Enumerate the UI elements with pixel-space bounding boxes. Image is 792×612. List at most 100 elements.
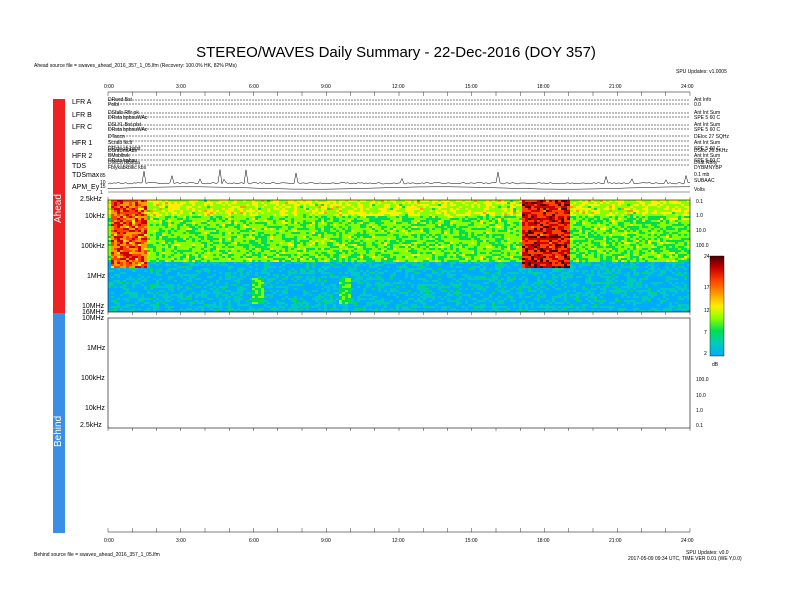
- hk-right-label: SPE 5 60 C: [694, 127, 721, 133]
- spectrogram-cell: [237, 240, 240, 242]
- hk-right-label: DYBMNYBP: [694, 165, 723, 171]
- spectrogram-cell: [279, 230, 282, 232]
- spectrogram-cell: [252, 290, 255, 292]
- spectrogram-cell: [300, 262, 303, 264]
- spectrogram-cell: [237, 212, 240, 214]
- spectrogram-cell: [222, 230, 225, 232]
- spectrogram-cell: [252, 240, 255, 242]
- spectrogram-cell: [267, 280, 270, 282]
- spectrogram-cell: [339, 214, 342, 216]
- spectrogram-cell: [339, 220, 342, 222]
- spectrogram-cell: [255, 206, 258, 208]
- spectrogram-cell: [279, 256, 282, 258]
- spectrogram-cell: [153, 248, 156, 250]
- spectrogram-cell: [114, 272, 117, 274]
- spectrogram-cell: [300, 302, 303, 304]
- spectrogram-cell: [249, 278, 252, 280]
- spectrogram-cell: [237, 228, 240, 230]
- spectrogram-cell: [258, 202, 261, 204]
- spectrogram-cell: [222, 234, 225, 236]
- spectrogram-cell: [273, 292, 276, 294]
- spectrogram-cell: [204, 226, 207, 228]
- spectrogram-cell: [243, 266, 246, 268]
- spectrogram-cell: [117, 288, 120, 290]
- spectrogram-cell: [270, 246, 273, 248]
- spectrogram-cell: [315, 214, 318, 216]
- spectrogram-cell: [267, 210, 270, 212]
- spectrogram-cell: [144, 302, 147, 304]
- spectrogram-cell: [219, 268, 222, 270]
- spectrogram-cell: [123, 228, 126, 230]
- spectrogram-cell: [117, 234, 120, 236]
- spectrogram-cell: [267, 284, 270, 286]
- spectrogram-cell: [150, 264, 153, 266]
- spectrogram-cell: [189, 302, 192, 304]
- spectrogram-cell: [315, 236, 318, 238]
- spectrogram-cell: [255, 302, 258, 304]
- spectrogram-cell: [111, 310, 114, 312]
- spectrogram-cell: [135, 206, 138, 208]
- spectrogram-cell: [150, 304, 153, 306]
- spectrogram-cell: [174, 232, 177, 234]
- spectrogram-cell: [126, 264, 129, 266]
- spectrogram-cell: [339, 204, 342, 206]
- spectrogram-cell: [336, 212, 339, 214]
- spectrogram-cell: [213, 238, 216, 240]
- spectrogram-cell: [288, 230, 291, 232]
- spectrogram-cell: [246, 252, 249, 254]
- spectrogram-cell: [309, 202, 312, 204]
- spectrogram-cell: [123, 280, 126, 282]
- spectrogram-cell: [285, 272, 288, 274]
- spectrogram-cell: [300, 236, 303, 238]
- spectrogram-cell: [159, 278, 162, 280]
- spectrogram-cell: [264, 228, 267, 230]
- spectrogram-cell: [357, 246, 360, 248]
- spectrogram-cell: [354, 298, 357, 300]
- spectrogram-cell: [360, 274, 363, 276]
- spectrogram-cell: [342, 212, 345, 214]
- spectrogram-cell: [234, 222, 237, 224]
- spectrogram-cell: [174, 310, 177, 312]
- spectrogram-cell: [237, 202, 240, 204]
- spectrogram-cell: [195, 288, 198, 290]
- spectrogram-cell: [345, 222, 348, 224]
- spectrogram-cell: [276, 226, 279, 228]
- spectrogram-cell: [342, 254, 345, 256]
- spectrogram-cell: [222, 278, 225, 280]
- spectrogram-cell: [234, 302, 237, 304]
- spectrogram-cell: [243, 244, 246, 246]
- spectrogram-cell: [144, 270, 147, 272]
- spectrogram-cell: [120, 234, 123, 236]
- spectrogram-cell: [132, 216, 135, 218]
- spectrogram-cell: [330, 268, 333, 270]
- spectrogram-cell: [120, 222, 123, 224]
- spectrogram-cell: [168, 232, 171, 234]
- spectrogram-cell: [297, 212, 300, 214]
- spectrogram-cell: [291, 292, 294, 294]
- spectrogram-cell: [201, 256, 204, 258]
- spectrogram-cell: [126, 204, 129, 206]
- spectrogram-cell: [288, 248, 291, 250]
- spectrogram-cell: [153, 268, 156, 270]
- spectrogram-cell: [282, 228, 285, 230]
- spectrogram-cell: [111, 292, 114, 294]
- spectrogram-cell: [351, 280, 354, 282]
- spectrogram-cell: [345, 258, 348, 260]
- spectrogram-cell: [213, 214, 216, 216]
- spectrogram-cell: [261, 278, 264, 280]
- spectrogram-cell: [201, 252, 204, 254]
- time-tick-label: 9:00: [321, 538, 331, 544]
- spectrogram-cell: [309, 256, 312, 258]
- spectrogram-cell: [345, 274, 348, 276]
- spectrogram-cell: [291, 246, 294, 248]
- spectrogram-cell: [144, 292, 147, 294]
- spectrogram-cell: [264, 242, 267, 244]
- spectrogram-cell: [111, 236, 114, 238]
- spectrogram-cell: [237, 298, 240, 300]
- spectrogram-cell: [333, 252, 336, 254]
- spectrogram-cell: [213, 292, 216, 294]
- spectrogram-cell: [351, 298, 354, 300]
- spectrogram-cell: [108, 278, 111, 280]
- scale-label: 0.1: [696, 423, 703, 429]
- spectrogram-cell: [123, 298, 126, 300]
